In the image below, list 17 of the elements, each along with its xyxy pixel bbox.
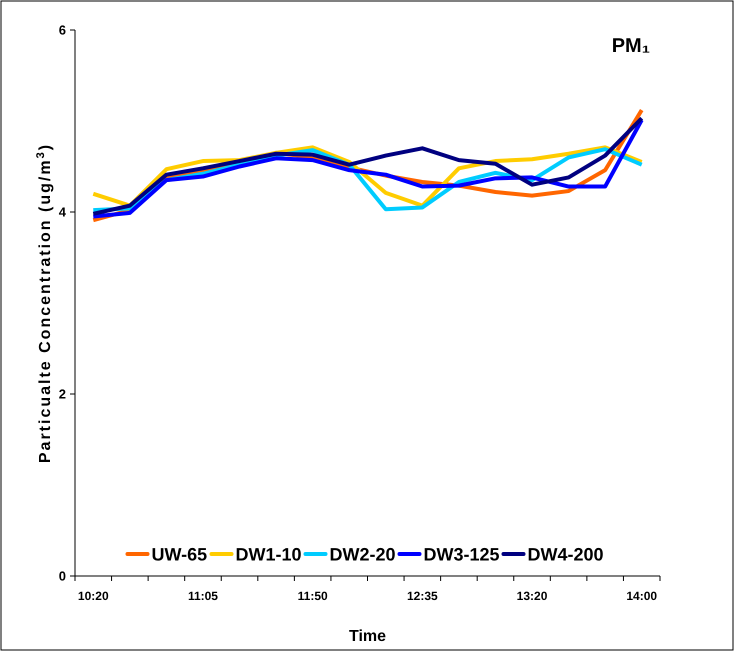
chart-title: PM₁ <box>612 35 650 57</box>
x-axis-title: Time <box>348 628 386 645</box>
legend-label: DW4-200 <box>528 544 604 564</box>
x-tick-label: 11:05 <box>188 589 218 603</box>
x-tick-label: 10:20 <box>78 589 109 603</box>
y-tick-label: 0 <box>58 568 66 584</box>
y-tick-label: 2 <box>58 386 66 402</box>
legend-label: DW3-125 <box>424 544 500 564</box>
legend-label: DW2-20 <box>330 544 396 564</box>
y-tick-label: 4 <box>58 204 67 220</box>
y-tick-label: 6 <box>58 22 66 38</box>
x-tick-label: 14:00 <box>626 589 658 603</box>
legend-label: UW-65 <box>152 544 208 564</box>
x-tick-label: 13:20 <box>516 589 548 603</box>
x-tick-label: 11:50 <box>298 589 328 603</box>
x-tick-label: 12:35 <box>406 589 438 603</box>
legend-label: DW1-10 <box>236 544 302 564</box>
